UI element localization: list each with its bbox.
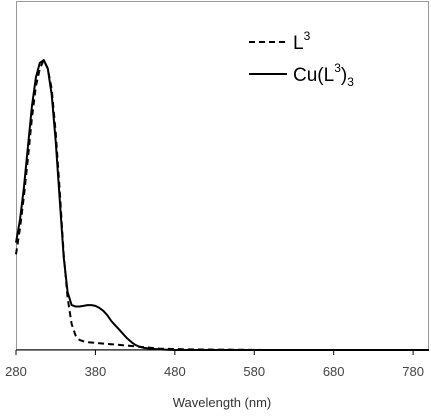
x-tick-label: 780	[402, 364, 424, 379]
x-axis-tick-labels: 280 380 480 580 680 780	[5, 364, 424, 379]
legend-label-cu: Cu(L3)3	[293, 61, 354, 89]
legend-l3-sup: 3	[304, 29, 311, 43]
x-tick-label: 280	[5, 364, 27, 379]
series-line-cu-l3-3	[15, 59, 429, 351]
legend-label-l3: L3	[293, 29, 311, 54]
legend-cu-text: Cu(L	[293, 65, 334, 86]
x-tick-label: 680	[323, 364, 345, 379]
x-tick-label: 480	[164, 364, 186, 379]
x-tick-label: 380	[85, 364, 107, 379]
legend-l3-text: L	[293, 33, 304, 54]
legend-cu-text2: )	[341, 65, 347, 86]
legend: L3 Cu(L3)3	[249, 29, 354, 89]
plot-frame	[16, 1, 429, 350]
series-group	[15, 59, 429, 351]
x-axis-label: Wavelength (nm)	[173, 395, 272, 410]
x-tick-label: 580	[243, 364, 265, 379]
legend-cu-sub: 3	[347, 75, 354, 89]
legend-cu-sup: 3	[334, 61, 341, 75]
